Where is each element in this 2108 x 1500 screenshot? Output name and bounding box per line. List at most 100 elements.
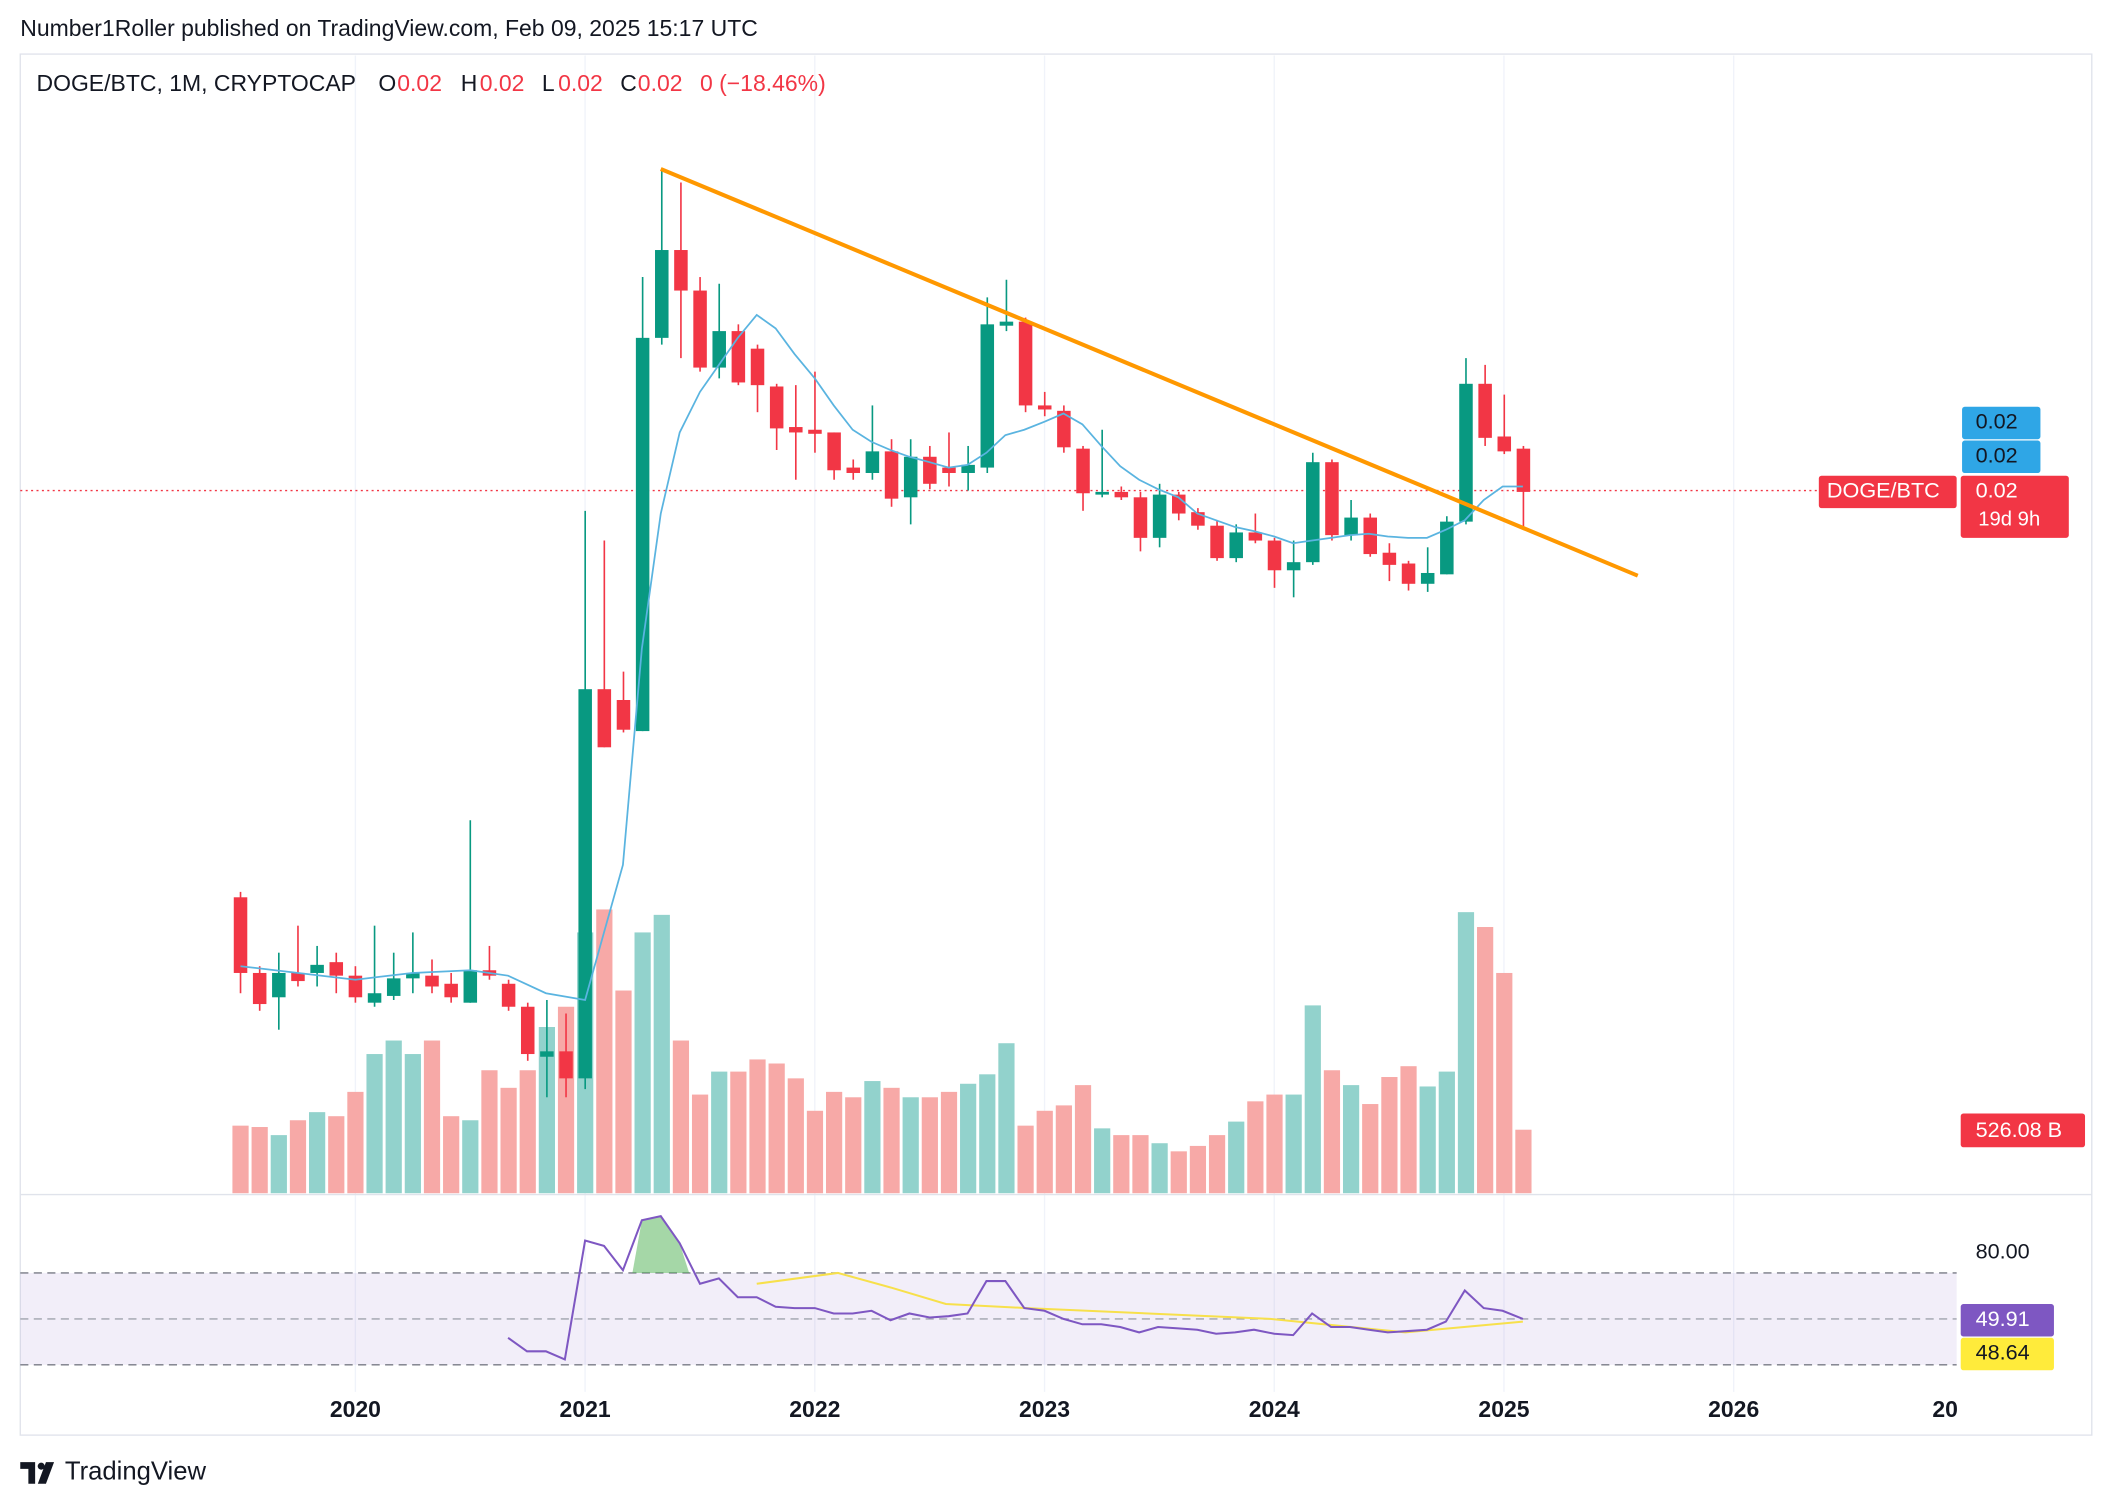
volume-bar bbox=[1362, 1104, 1379, 1194]
volume-bar bbox=[749, 1059, 766, 1194]
volume-bar bbox=[1247, 1101, 1264, 1194]
volume-bar bbox=[270, 1135, 287, 1194]
candle-body bbox=[1210, 525, 1224, 559]
volume-bar bbox=[998, 1043, 1015, 1194]
candle-body bbox=[1497, 436, 1512, 452]
time-label: 2023 bbox=[1019, 1396, 1070, 1422]
candle-body bbox=[693, 290, 707, 368]
volume-bar bbox=[1266, 1094, 1283, 1194]
candle-body bbox=[616, 700, 631, 730]
legend-value: 0.02 bbox=[638, 70, 683, 96]
rsi-overbought-fill bbox=[632, 1216, 690, 1273]
grid bbox=[354, 55, 1735, 1392]
volume-bar bbox=[806, 1110, 824, 1194]
candle-body bbox=[961, 464, 975, 473]
volume-tag-text: 526.08 B bbox=[1976, 1117, 2063, 1142]
volume-bar bbox=[730, 1071, 747, 1194]
volume-bar bbox=[960, 1083, 977, 1194]
rsi-tag bbox=[1960, 1304, 2054, 1337]
volume-bar bbox=[1208, 1135, 1226, 1194]
candle-body bbox=[1344, 517, 1358, 536]
candles bbox=[233, 168, 1531, 1098]
candle-body bbox=[272, 972, 286, 998]
legend-key: L bbox=[542, 70, 555, 96]
volume-bar bbox=[1323, 1070, 1341, 1194]
volume-bar bbox=[787, 1078, 804, 1194]
volume-bar bbox=[538, 1027, 555, 1194]
volume-bar bbox=[1285, 1094, 1302, 1194]
candle-body bbox=[1382, 552, 1397, 565]
volume-bar bbox=[1515, 1129, 1532, 1194]
legend-value: 0.02 bbox=[397, 70, 442, 96]
volume-bar bbox=[615, 990, 632, 1194]
rsi-tag-text: 49.91 bbox=[1976, 1306, 2030, 1331]
legend-key: O bbox=[378, 70, 396, 96]
volume-bar bbox=[309, 1112, 326, 1194]
candle-body bbox=[635, 337, 650, 732]
rsi-level-label: 80.00 bbox=[1976, 1238, 2030, 1263]
volume-bar bbox=[1304, 1005, 1321, 1194]
candle-body bbox=[597, 689, 612, 748]
candle-body bbox=[674, 250, 688, 291]
volume-bar bbox=[232, 1125, 249, 1194]
candle-body bbox=[731, 331, 746, 383]
candle-body bbox=[1229, 532, 1243, 559]
volume-bar bbox=[404, 1054, 421, 1194]
chart-frame bbox=[19, 53, 2093, 1436]
volume-bar bbox=[864, 1081, 881, 1194]
candle-body bbox=[1363, 517, 1377, 555]
candle-body bbox=[1152, 494, 1167, 538]
volume-bar bbox=[443, 1116, 460, 1194]
candle-body bbox=[1114, 491, 1129, 498]
candle-body bbox=[750, 348, 765, 386]
symbol-tag-text: DOGE/BTC bbox=[1827, 478, 1940, 503]
candle-body bbox=[865, 451, 880, 473]
candle-body bbox=[1306, 462, 1320, 563]
volume-bar bbox=[653, 914, 670, 1194]
time-label: 2021 bbox=[560, 1396, 611, 1422]
legend-key: H bbox=[461, 70, 478, 96]
candle-body bbox=[1516, 448, 1531, 492]
candle-body bbox=[540, 1051, 554, 1057]
volume-bar bbox=[347, 1091, 364, 1194]
candle-body bbox=[367, 993, 382, 1003]
candle-body bbox=[942, 467, 956, 473]
candle-body bbox=[252, 972, 267, 1005]
symbol-tag bbox=[1818, 475, 1957, 509]
volume-bar bbox=[251, 1127, 268, 1194]
published-line: Number1Roller published on TradingView.c… bbox=[20, 15, 758, 41]
candle-body bbox=[1459, 383, 1473, 522]
volume-bar bbox=[1419, 1086, 1436, 1194]
rsi-ma-tag bbox=[1960, 1337, 2054, 1371]
brand-logo bbox=[20, 1462, 55, 1484]
candle-body bbox=[578, 689, 592, 1079]
volume-bar bbox=[481, 1070, 498, 1194]
volume-bar bbox=[1400, 1066, 1417, 1194]
candle-body bbox=[903, 456, 918, 498]
time-label: 2025 bbox=[1478, 1396, 1529, 1422]
candle-body bbox=[348, 975, 363, 998]
volume-bar bbox=[596, 909, 613, 1194]
volume-bar bbox=[1189, 1145, 1207, 1194]
candle-body bbox=[1095, 491, 1109, 495]
volume-bar bbox=[1170, 1151, 1187, 1194]
candle-body bbox=[827, 432, 841, 471]
volume-bar bbox=[1113, 1135, 1130, 1194]
volume-bar bbox=[940, 1091, 958, 1194]
volume-bar bbox=[1074, 1085, 1092, 1194]
volume-bar bbox=[1151, 1143, 1168, 1194]
volume-bar bbox=[825, 1091, 843, 1194]
candle-body bbox=[310, 964, 324, 973]
candle-body bbox=[1037, 405, 1052, 410]
volume-bar bbox=[672, 1040, 690, 1194]
candle-body bbox=[980, 324, 995, 468]
volume-bar bbox=[289, 1120, 307, 1194]
axis-tag-text: 0.02 bbox=[1976, 409, 2018, 434]
candle-body bbox=[769, 386, 784, 429]
volume-bar bbox=[1381, 1077, 1398, 1194]
time-label: 20 bbox=[1932, 1396, 1958, 1422]
volume-bar bbox=[1132, 1135, 1149, 1194]
volume-bar bbox=[845, 1097, 862, 1194]
